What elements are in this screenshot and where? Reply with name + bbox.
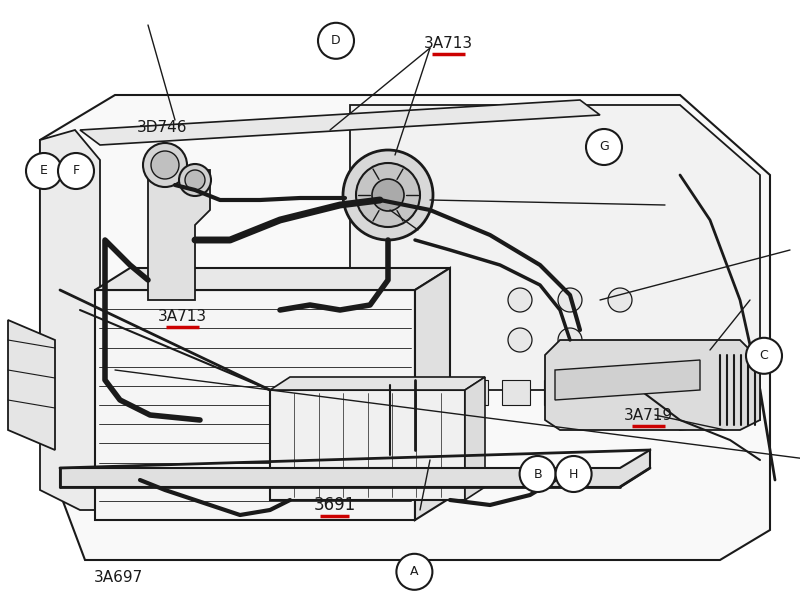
Polygon shape xyxy=(545,340,760,430)
Text: H: H xyxy=(569,467,578,481)
Text: G: G xyxy=(599,140,609,154)
Polygon shape xyxy=(8,320,55,450)
Circle shape xyxy=(608,288,632,312)
Polygon shape xyxy=(415,268,450,520)
Circle shape xyxy=(558,288,582,312)
Text: 3D746: 3D746 xyxy=(136,120,187,135)
Circle shape xyxy=(143,143,187,187)
Polygon shape xyxy=(40,130,100,510)
Text: C: C xyxy=(760,349,768,362)
Text: 3A719: 3A719 xyxy=(623,408,673,423)
Polygon shape xyxy=(270,377,485,390)
Circle shape xyxy=(179,164,211,196)
Text: 3A713: 3A713 xyxy=(158,310,207,324)
Circle shape xyxy=(746,338,782,374)
Circle shape xyxy=(520,456,555,492)
Polygon shape xyxy=(270,390,465,500)
Polygon shape xyxy=(544,380,572,405)
Polygon shape xyxy=(465,377,485,500)
Circle shape xyxy=(586,129,622,165)
Circle shape xyxy=(372,179,404,211)
Circle shape xyxy=(185,170,205,190)
Polygon shape xyxy=(60,450,650,487)
Polygon shape xyxy=(80,100,600,145)
Polygon shape xyxy=(95,290,415,520)
Circle shape xyxy=(508,328,532,352)
Circle shape xyxy=(26,153,62,189)
Circle shape xyxy=(555,456,592,492)
Polygon shape xyxy=(502,380,530,405)
Circle shape xyxy=(397,554,433,590)
Polygon shape xyxy=(555,360,700,400)
Circle shape xyxy=(318,23,354,59)
Text: 3A713: 3A713 xyxy=(423,36,473,51)
Polygon shape xyxy=(95,268,450,290)
Polygon shape xyxy=(460,380,488,405)
Text: A: A xyxy=(410,565,418,578)
Circle shape xyxy=(343,150,433,240)
Text: 3691: 3691 xyxy=(314,496,355,514)
Text: F: F xyxy=(73,164,79,178)
Polygon shape xyxy=(586,380,614,405)
Circle shape xyxy=(356,163,420,227)
Circle shape xyxy=(151,151,179,179)
Text: E: E xyxy=(40,164,48,178)
Circle shape xyxy=(558,328,582,352)
Text: D: D xyxy=(331,34,341,47)
Polygon shape xyxy=(148,170,210,300)
Circle shape xyxy=(508,288,532,312)
Circle shape xyxy=(58,153,94,189)
Polygon shape xyxy=(40,95,770,560)
Text: 3A697: 3A697 xyxy=(94,569,143,584)
Polygon shape xyxy=(350,105,760,430)
Text: B: B xyxy=(534,467,542,481)
